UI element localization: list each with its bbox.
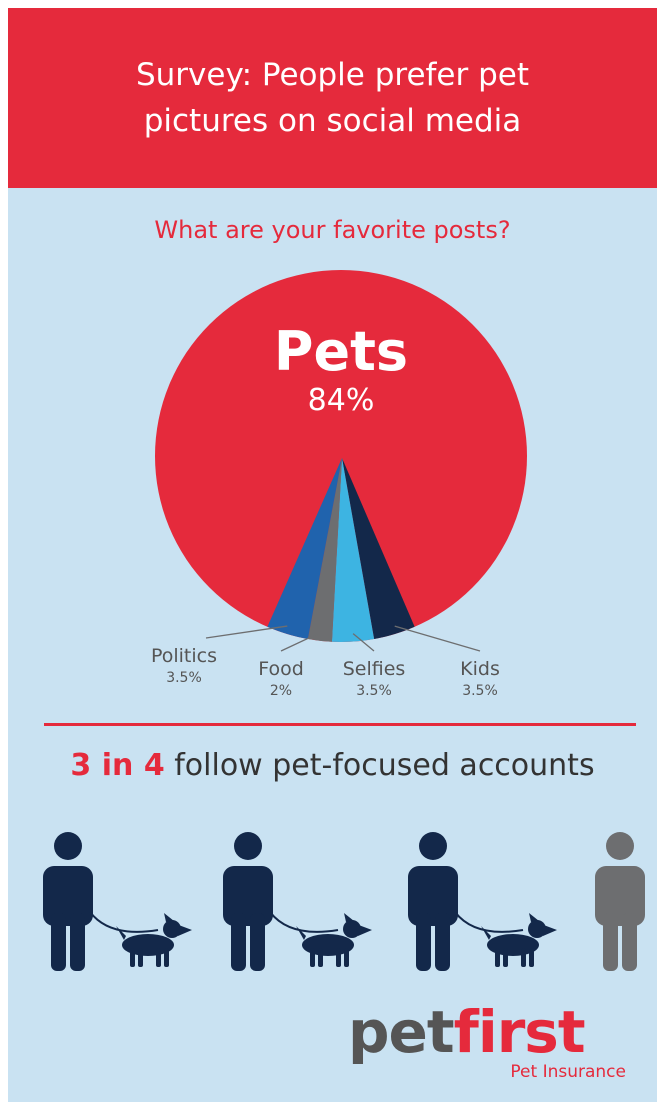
people-icons (43, 832, 645, 971)
section-divider (44, 723, 636, 726)
person-with-dog-icon (43, 832, 192, 971)
pie-slice-politics (267, 458, 342, 640)
pie-label-selfies: Selfies (343, 658, 406, 680)
pie-label-food: Food (258, 658, 304, 680)
pie-value-politics: 3.5% (166, 670, 202, 686)
pie-slice-kids (342, 458, 415, 640)
person-with-dog-icon (223, 832, 372, 971)
pie-value-pets: 84% (308, 383, 375, 418)
pie-value-food: 2% (270, 683, 292, 699)
pie-value-selfies: 3.5% (356, 683, 392, 699)
infographic: Survey: People prefer pet pictures on so… (8, 8, 657, 1102)
pie-slice-selfies (331, 458, 375, 642)
pie-label-kids: Kids (460, 658, 500, 680)
pie-value-kids: 3.5% (462, 683, 498, 699)
leader-line-kids (394, 625, 481, 652)
pie-label-politics: Politics (151, 645, 217, 667)
header-banner: Survey: People prefer pet pictures on so… (8, 8, 657, 188)
follow-stat: 3 in 4 follow pet-focused accounts (8, 748, 657, 783)
leader-line-politics (205, 625, 288, 639)
infographic-title: Survey: People prefer pet pictures on so… (135, 57, 530, 139)
person-with-dog-icon (408, 832, 557, 971)
logo-pet: pet (348, 998, 455, 1066)
chart-question: What are your favorite posts? (154, 216, 511, 244)
pie-slice-pets (155, 270, 527, 642)
logo-first: first (453, 998, 586, 1066)
follow-stat-highlight: 3 in 4 (70, 748, 165, 783)
petfirst-logo: petfirst Pet Insurance (348, 1000, 638, 1090)
follow-stat-text: follow pet-focused accounts (164, 748, 595, 783)
person-icon (595, 832, 645, 971)
pie-label-pets: Pets (274, 320, 408, 383)
logo-tagline: Pet Insurance (510, 1062, 626, 1082)
leader-line-food (280, 632, 321, 652)
pie-slice-food (307, 458, 342, 642)
leader-line-selfies (352, 633, 375, 652)
logo-wordmark: petfirst (348, 998, 586, 1066)
